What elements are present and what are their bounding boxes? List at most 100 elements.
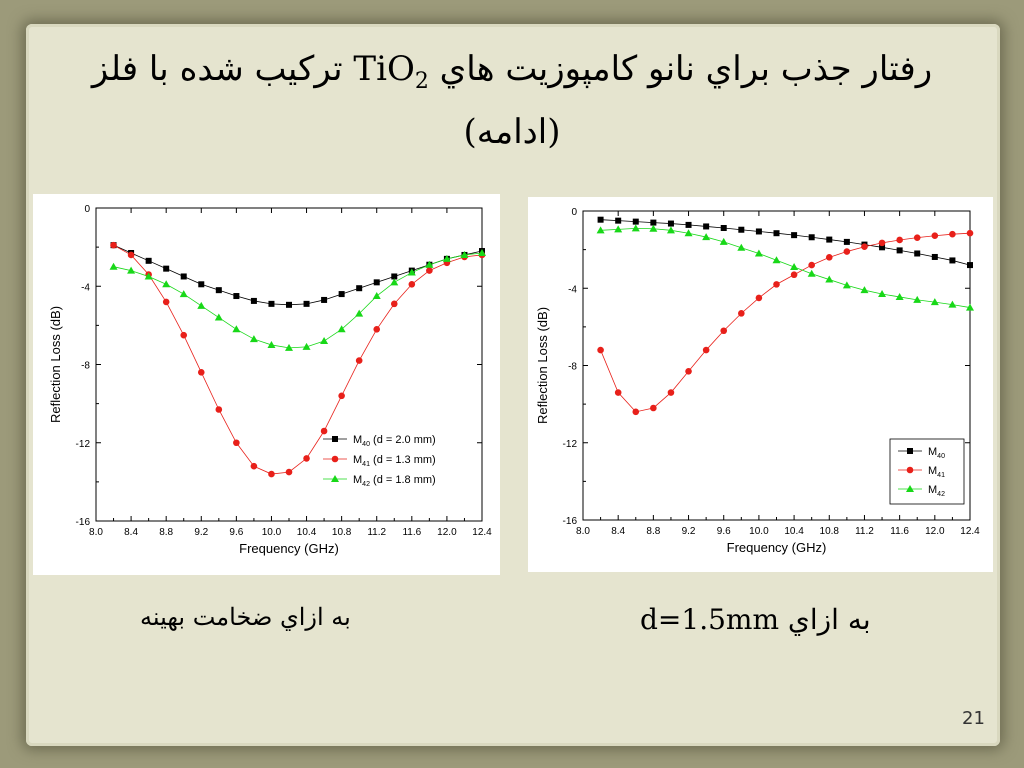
data-point xyxy=(930,298,939,306)
y-tick-label: -4 xyxy=(568,284,577,295)
legend-marker xyxy=(906,485,914,492)
legend-label-main: M xyxy=(928,465,937,477)
chart-optimal-thickness: 8.0 8.4 8.8 9.2 9.6 10.0 10.4 10.8 11.2 11.6 12.0 1… xyxy=(33,194,500,575)
data-point xyxy=(180,331,188,339)
legend-marker xyxy=(906,466,914,474)
chart-svg-left: 8.0 8.4 8.8 9.2 9.6 10.0 10.4 10.8 11.2 11.6 12.0 1… xyxy=(48,204,492,556)
data-point xyxy=(843,238,850,245)
data-point xyxy=(967,262,973,269)
data-point xyxy=(773,281,780,288)
chart-svg-right: 8.0 8.4 8.8 9.2 9.6 10.0 10.4 10.8 11.2 11.6 12.0 1… xyxy=(535,207,980,555)
data-point xyxy=(163,265,170,272)
data-point xyxy=(373,279,380,286)
x-tick-label: 10.0 xyxy=(749,526,769,537)
data-point xyxy=(250,297,257,304)
data-point xyxy=(738,226,745,233)
x-tick-label: 8.8 xyxy=(646,526,660,537)
legend-label: M41 xyxy=(928,465,945,479)
data-point xyxy=(825,275,834,283)
data-point xyxy=(755,228,762,235)
legend-label: M40 (d = 2.0 mm) xyxy=(353,434,436,448)
title-line-2: (ادامه) xyxy=(463,111,561,152)
x-tick-label: 12.4 xyxy=(472,527,492,538)
legend-label: M42 (d = 1.8 mm) xyxy=(353,474,436,488)
data-point xyxy=(179,290,188,298)
y-tick-label: -4 xyxy=(81,282,90,293)
data-point xyxy=(685,221,692,228)
data-point xyxy=(145,257,152,264)
x-tick-label: 9.6 xyxy=(229,527,243,538)
data-point xyxy=(615,217,622,224)
y-axis-label: Reflection Loss (dB) xyxy=(535,307,550,424)
x-tick-label: 11.6 xyxy=(402,527,421,538)
x-tick-label: 8.0 xyxy=(576,526,590,537)
series-line xyxy=(113,252,483,349)
data-point xyxy=(808,261,815,269)
data-point xyxy=(337,325,346,333)
data-point xyxy=(597,346,604,354)
x-tick-label: 10.8 xyxy=(820,526,840,537)
data-point xyxy=(338,392,345,400)
data-point xyxy=(807,269,816,277)
data-point xyxy=(232,325,241,333)
series-M40 xyxy=(110,242,485,308)
series-line xyxy=(113,244,483,306)
data-point xyxy=(144,272,153,280)
x-tick-label: 11.6 xyxy=(890,526,909,537)
data-point xyxy=(302,342,311,350)
data-point xyxy=(772,256,781,264)
data-point xyxy=(233,439,240,447)
data-point xyxy=(966,303,974,311)
slide-title: رفتار جذب براي نانو كامپوزيت هاي TiO2 تر… xyxy=(60,44,964,157)
x-tick-label: 12.4 xyxy=(960,526,980,537)
x-tick-label: 10.4 xyxy=(297,527,317,538)
data-point xyxy=(843,248,851,255)
data-point xyxy=(408,280,416,288)
data-point xyxy=(738,310,745,317)
x-tick-label: 11.2 xyxy=(367,527,386,538)
x-axis-label: Frequency (GHz) xyxy=(239,541,339,556)
data-point xyxy=(949,257,956,264)
data-point xyxy=(127,251,135,259)
data-point xyxy=(632,218,639,225)
data-point xyxy=(702,233,711,241)
data-point xyxy=(861,243,868,251)
data-point xyxy=(249,335,258,343)
legend-label-rest: (d = 2.0 mm) xyxy=(370,434,436,446)
chart-fixed-thickness: 8.0 8.4 8.8 9.2 9.6 10.0 10.4 10.8 11.2 11.6 12.0 1… xyxy=(528,197,993,572)
legend-label-rest: (d = 1.8 mm) xyxy=(370,474,436,486)
data-point xyxy=(407,268,416,276)
data-point xyxy=(667,220,674,227)
data-point xyxy=(666,226,675,234)
data-point xyxy=(754,249,763,257)
legend-marker xyxy=(331,455,339,463)
data-point xyxy=(650,404,657,412)
title-text-after: تركيب شده با فلز xyxy=(91,49,354,89)
data-point xyxy=(127,266,136,274)
x-tick-label: 9.2 xyxy=(682,526,696,537)
data-point xyxy=(321,296,328,303)
data-point xyxy=(614,389,622,396)
y-tick-label: 0 xyxy=(571,207,577,218)
data-point xyxy=(109,262,118,270)
data-point xyxy=(426,267,433,274)
data-point xyxy=(356,285,363,292)
data-point xyxy=(650,219,657,226)
data-point xyxy=(791,232,798,239)
x-tick-label: 8.0 xyxy=(89,527,103,538)
legend-label-sub: 42 xyxy=(362,481,370,488)
data-point xyxy=(720,327,728,335)
y-tick-label: -12 xyxy=(76,439,91,450)
legend-box xyxy=(889,438,965,505)
data-point xyxy=(826,236,833,243)
legend-label-sub: 40 xyxy=(937,453,945,460)
title-line-1: رفتار جذب براي نانو كامپوزيت هاي TiO2 تر… xyxy=(60,44,964,107)
x-tick-label: 11.2 xyxy=(855,526,874,537)
data-point xyxy=(390,278,399,286)
data-point xyxy=(162,280,171,288)
x-tick-label: 12.0 xyxy=(925,526,945,537)
data-point xyxy=(790,271,798,279)
data-point xyxy=(303,300,310,307)
data-point xyxy=(197,301,206,309)
